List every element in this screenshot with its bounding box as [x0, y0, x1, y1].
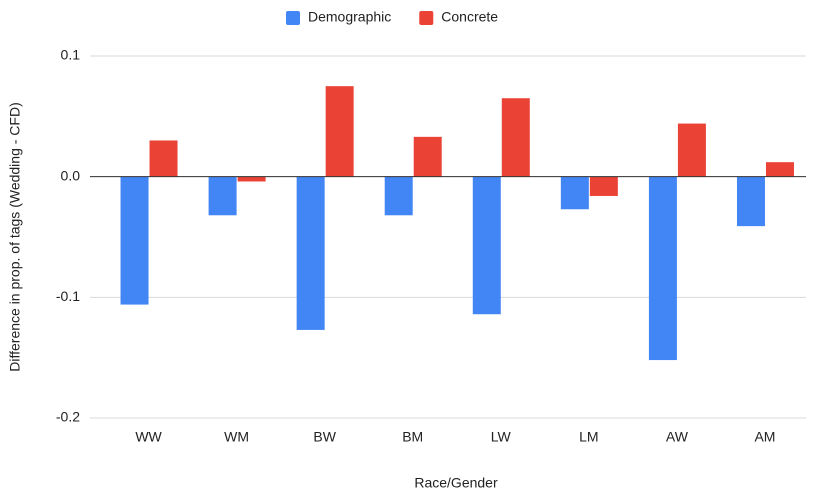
bar	[560, 176, 589, 210]
legend-swatch	[286, 11, 300, 25]
bar	[149, 140, 178, 177]
y-tick-label: 0.0	[61, 167, 81, 183]
bar	[237, 176, 266, 182]
x-tick-label: AM	[754, 429, 775, 445]
bar	[648, 176, 677, 361]
bar	[120, 176, 149, 305]
x-tick-label: WW	[135, 429, 162, 445]
x-tick-label: LM	[579, 429, 598, 445]
y-tick-label: -0.1	[56, 288, 80, 304]
x-tick-label: WM	[224, 429, 249, 445]
bar	[501, 98, 530, 177]
bar	[677, 123, 706, 177]
bar	[208, 176, 237, 216]
bar	[736, 176, 765, 227]
x-axis-title: Race/Gender	[414, 475, 498, 491]
bar	[765, 162, 794, 177]
x-tick-label: BW	[313, 429, 336, 445]
legend-label: Demographic	[308, 9, 391, 25]
bar	[325, 86, 354, 177]
x-tick-label: AW	[666, 429, 689, 445]
x-tick-label: LW	[491, 429, 512, 445]
bar	[589, 176, 618, 196]
x-tick-label: BM	[402, 429, 423, 445]
bar	[472, 176, 501, 315]
y-axis-title: Difference in prop. of tags (Wedding - C…	[7, 102, 23, 372]
legend-label: Concrete	[441, 9, 498, 25]
y-tick-label: 0.1	[61, 47, 81, 63]
legend-swatch	[419, 11, 434, 25]
y-tick-label: -0.2	[56, 409, 80, 425]
bar	[384, 176, 413, 216]
bar	[413, 136, 442, 177]
bar	[296, 176, 325, 330]
